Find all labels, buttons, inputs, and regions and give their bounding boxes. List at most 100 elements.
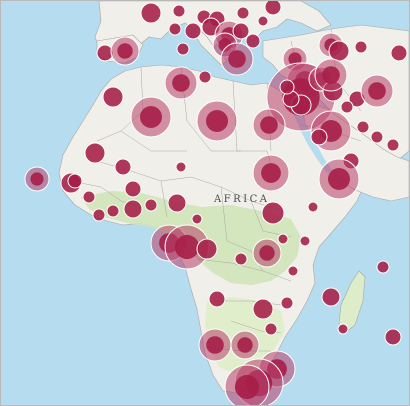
map-marker[interactable]	[102, 86, 124, 108]
map-marker[interactable]	[314, 58, 348, 92]
map-marker-core	[168, 22, 182, 36]
map-marker[interactable]	[230, 330, 260, 360]
map-marker[interactable]	[386, 138, 400, 152]
map-marker-core	[370, 130, 384, 144]
map-marker[interactable]	[277, 233, 289, 245]
map-marker[interactable]	[144, 198, 158, 212]
map-marker-core	[172, 74, 190, 92]
map-marker[interactable]	[257, 15, 269, 27]
map-marker-core	[264, 1, 282, 16]
map-marker[interactable]	[140, 2, 162, 24]
map-marker-core	[206, 336, 224, 354]
map-marker[interactable]	[82, 190, 96, 204]
map-marker[interactable]	[318, 158, 360, 200]
map-marker[interactable]	[264, 1, 282, 16]
map-marker[interactable]	[196, 100, 238, 142]
map-marker[interactable]	[264, 322, 278, 336]
map-marker[interactable]	[279, 79, 295, 95]
map-marker-core	[322, 66, 340, 84]
map-marker[interactable]	[390, 44, 408, 62]
region-label-africa: AFRICA	[214, 194, 270, 205]
map-marker-core	[280, 296, 294, 310]
map-marker[interactable]	[370, 130, 384, 144]
map-marker[interactable]	[232, 22, 250, 40]
map-marker[interactable]	[168, 22, 182, 36]
map-marker[interactable]	[84, 142, 106, 164]
map-marker-core	[376, 260, 390, 274]
map-marker-core	[234, 374, 260, 400]
map-marker[interactable]	[106, 204, 120, 218]
map-marker[interactable]	[164, 224, 210, 270]
map-marker[interactable]	[328, 40, 350, 62]
map-marker-core	[236, 6, 250, 20]
map-marker-core	[307, 201, 319, 213]
map-marker[interactable]	[376, 260, 390, 274]
map-marker[interactable]	[124, 180, 142, 198]
map-marker[interactable]	[337, 323, 349, 335]
map-marker[interactable]	[354, 40, 368, 54]
map-marker[interactable]	[167, 193, 187, 213]
map-marker[interactable]	[184, 22, 202, 40]
map-marker-core	[386, 138, 400, 152]
map-marker[interactable]	[261, 201, 285, 225]
map-marker[interactable]	[198, 328, 232, 362]
map-marker-core	[245, 33, 261, 49]
map-marker[interactable]	[252, 108, 286, 142]
map-marker[interactable]	[92, 208, 106, 222]
map-marker[interactable]	[114, 158, 132, 176]
map-marker[interactable]	[287, 265, 299, 277]
map-marker-core	[67, 173, 83, 189]
map-marker[interactable]	[360, 74, 394, 108]
map-marker[interactable]	[164, 66, 198, 100]
map-marker[interactable]	[191, 213, 203, 225]
map-marker[interactable]	[299, 235, 311, 247]
map-marker-core	[124, 180, 142, 198]
map-marker-core	[196, 238, 218, 260]
map-marker[interactable]	[340, 100, 354, 114]
map-marker-core	[310, 128, 328, 146]
map-marker[interactable]	[252, 238, 282, 268]
map-marker[interactable]	[175, 161, 187, 173]
map-marker[interactable]	[310, 128, 328, 146]
map-marker[interactable]	[130, 96, 172, 138]
map-marker[interactable]	[24, 166, 50, 192]
map-marker-core	[96, 44, 114, 62]
map-marker-core	[228, 50, 246, 68]
map-marker[interactable]	[224, 364, 270, 405]
map-marker-core	[328, 168, 350, 190]
map-marker-core	[140, 2, 162, 24]
map-marker[interactable]	[234, 252, 248, 266]
map-marker[interactable]	[123, 199, 143, 219]
map-marker-core	[30, 172, 44, 186]
map-marker[interactable]	[280, 296, 294, 310]
map-marker-core	[337, 323, 349, 335]
map-marker-core	[184, 22, 202, 40]
land-madagascar	[338, 270, 366, 334]
map-marker[interactable]	[236, 6, 250, 20]
map-marker[interactable]	[198, 70, 212, 84]
map-marker[interactable]	[307, 201, 319, 213]
map-marker[interactable]	[220, 42, 254, 76]
map-marker[interactable]	[208, 290, 226, 308]
map-marker-core	[123, 199, 143, 219]
map-marker-core	[92, 208, 106, 222]
map-marker[interactable]	[252, 298, 274, 320]
map-marker[interactable]	[96, 44, 114, 62]
map-marker-core	[198, 70, 212, 84]
map-marker[interactable]	[356, 120, 370, 134]
map-marker[interactable]	[196, 238, 218, 260]
map-marker[interactable]	[176, 42, 190, 56]
map-marker-core	[368, 82, 386, 100]
map-marker[interactable]	[110, 36, 140, 66]
map-marker-core	[259, 245, 275, 261]
map-marker[interactable]	[321, 287, 341, 307]
map-marker[interactable]	[384, 328, 402, 346]
map-marker-core	[174, 234, 200, 260]
map-marker[interactable]	[67, 173, 83, 189]
map-marker[interactable]	[252, 154, 290, 192]
map-marker[interactable]	[245, 33, 261, 49]
map-marker[interactable]	[172, 4, 186, 18]
map-marker-core	[117, 43, 133, 59]
